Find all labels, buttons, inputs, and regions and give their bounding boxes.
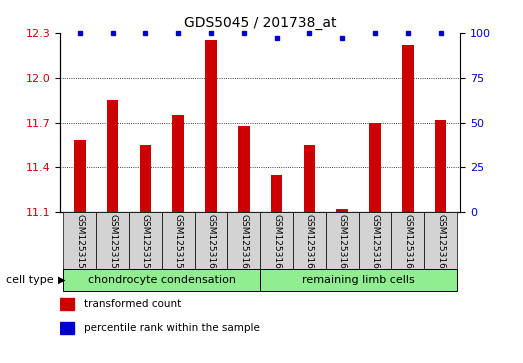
- Bar: [402, 45, 414, 212]
- Bar: [129, 212, 162, 269]
- Text: percentile rank within the sample: percentile rank within the sample: [84, 323, 260, 333]
- Text: GSM1253159: GSM1253159: [174, 214, 183, 275]
- Bar: [260, 269, 457, 291]
- Bar: [195, 212, 228, 269]
- Text: GSM1253167: GSM1253167: [436, 214, 445, 275]
- Text: ▶: ▶: [58, 275, 65, 285]
- Text: GSM1253161: GSM1253161: [240, 214, 248, 275]
- Bar: [107, 100, 118, 212]
- Text: GSM1253156: GSM1253156: [75, 214, 84, 275]
- Text: GSM1253166: GSM1253166: [403, 214, 412, 275]
- Bar: [173, 115, 184, 212]
- Text: chondrocyte condensation: chondrocyte condensation: [88, 275, 236, 285]
- Bar: [369, 123, 381, 212]
- Text: GSM1253165: GSM1253165: [370, 214, 380, 275]
- Bar: [336, 209, 348, 212]
- Bar: [260, 212, 293, 269]
- Bar: [63, 269, 260, 291]
- Text: GSM1253157: GSM1253157: [108, 214, 117, 275]
- Text: GSM1253163: GSM1253163: [305, 214, 314, 275]
- Bar: [228, 212, 260, 269]
- Bar: [140, 145, 151, 212]
- Bar: [63, 212, 96, 269]
- Text: GSM1253158: GSM1253158: [141, 214, 150, 275]
- Bar: [391, 212, 424, 269]
- Bar: [238, 126, 249, 212]
- Bar: [359, 212, 391, 269]
- Bar: [424, 212, 457, 269]
- Text: GSM1253160: GSM1253160: [207, 214, 215, 275]
- Text: remaining limb cells: remaining limb cells: [302, 275, 415, 285]
- Bar: [74, 140, 86, 212]
- Bar: [326, 212, 359, 269]
- Bar: [435, 119, 446, 212]
- Bar: [205, 40, 217, 212]
- Text: GSM1253162: GSM1253162: [272, 214, 281, 274]
- Bar: [162, 212, 195, 269]
- Text: cell type: cell type: [6, 275, 58, 285]
- Bar: [304, 145, 315, 212]
- Bar: [60, 322, 74, 334]
- Bar: [96, 212, 129, 269]
- Text: GDS5045 / 201738_at: GDS5045 / 201738_at: [184, 16, 336, 30]
- Bar: [293, 212, 326, 269]
- Text: transformed count: transformed count: [84, 299, 181, 309]
- Bar: [271, 175, 282, 212]
- Bar: [60, 298, 74, 310]
- Text: GSM1253164: GSM1253164: [338, 214, 347, 274]
